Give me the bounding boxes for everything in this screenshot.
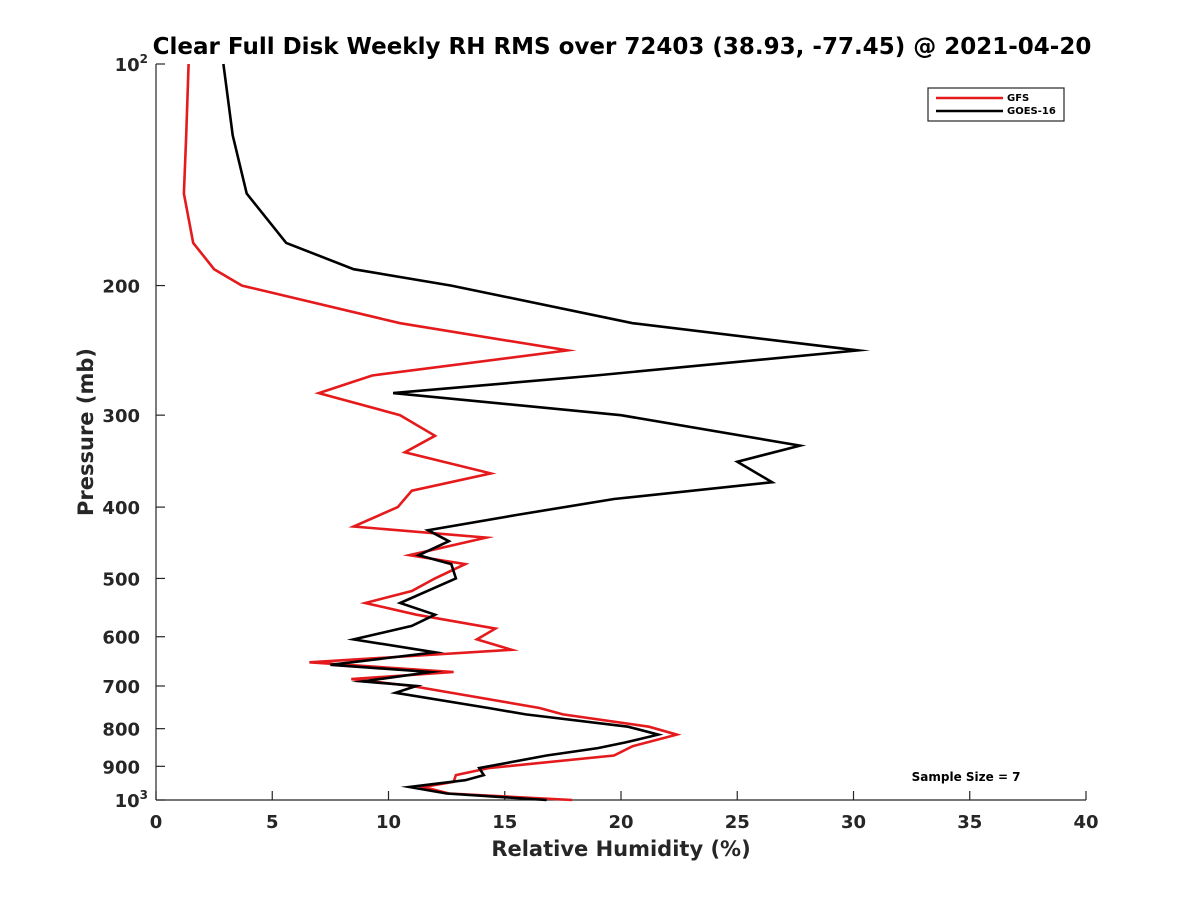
y-tick-label: 500 — [102, 569, 140, 590]
y-tick-label: 200 — [102, 277, 140, 298]
legend: GFS GOES-16 — [927, 87, 1065, 122]
y-tick-label: 102 — [115, 52, 148, 76]
gfs-profile-line — [182, 63, 682, 802]
x-tick-label: 0 — [150, 812, 163, 833]
legend-gfs-label: GFS — [1007, 93, 1029, 104]
x-axis-ticks: 0 5 10 15 20 25 30 35 40 — [150, 791, 1099, 833]
y-axis-ticks: 102 200 300 400 500 600 700 800 900 103 — [102, 52, 165, 812]
y-tick-label: 900 — [102, 757, 140, 778]
y-tick-label: 300 — [102, 406, 140, 427]
y-tick-label: 700 — [102, 677, 140, 698]
y-tick-label: 600 — [102, 628, 140, 649]
x-axis-label: Relative Humidity (%) — [491, 837, 750, 861]
x-tick-label: 30 — [841, 812, 866, 833]
x-tick-label: 10 — [376, 812, 401, 833]
goes-16-profile-line — [222, 63, 871, 802]
chart-title: Clear Full Disk Weekly RH RMS over 72403… — [153, 34, 1092, 60]
x-tick-label: 40 — [1073, 812, 1098, 833]
x-tick-label: 20 — [608, 812, 633, 833]
x-tick-label: 15 — [492, 812, 517, 833]
x-tick-label: 5 — [266, 812, 279, 833]
x-tick-label: 25 — [725, 812, 750, 833]
y-tick-label: 800 — [102, 720, 140, 741]
x-tick-label: 35 — [957, 812, 982, 833]
series-layer — [182, 63, 871, 802]
plot-axes — [155, 64, 1086, 801]
y-tick-label: 400 — [102, 498, 140, 519]
legend-goes16-label: GOES-16 — [1007, 106, 1056, 117]
sample-size-annotation: Sample Size = 7 — [912, 770, 1021, 784]
legend-box — [927, 87, 1065, 122]
y-tick-label: 103 — [115, 788, 148, 812]
y-axis-label: Pressure (mb) — [74, 348, 98, 516]
